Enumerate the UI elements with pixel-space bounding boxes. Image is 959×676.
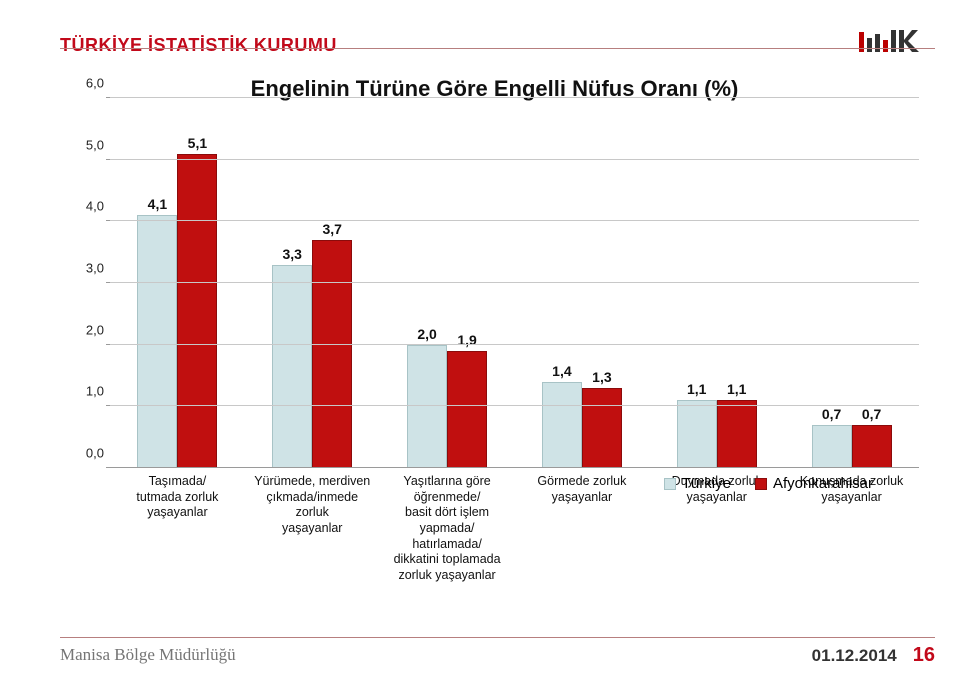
bar-wrap: 1,1 <box>717 98 757 468</box>
legend-label: Afyonkarahisar <box>773 475 873 492</box>
bar-pair: 4,1 5,1 <box>110 98 245 468</box>
gridline <box>110 282 919 283</box>
bar <box>677 400 717 468</box>
header: TÜRKİYE İSTATİSTİK KURUMU <box>60 16 935 56</box>
value-label: 3,7 <box>323 221 342 237</box>
value-label: 1,4 <box>552 363 571 379</box>
y-tick-mark <box>106 97 110 98</box>
category-label: Yürümede, merdivençıkmada/inmede zorluky… <box>245 470 380 568</box>
y-tick-mark <box>106 282 110 283</box>
bar <box>542 382 582 468</box>
bar <box>177 154 217 469</box>
bar-pair: 3,3 3,7 <box>245 98 380 468</box>
gridline <box>110 97 919 98</box>
bar-group: 1,1 1,1 <box>649 98 784 468</box>
category-label: Yaşıtlarına göreöğrenmede/basit dört işl… <box>380 470 515 568</box>
footer-office: Manisa Bölge Müdürlüğü <box>60 645 236 665</box>
bar-group: 1,4 1,3 <box>514 98 649 468</box>
bar-group: 4,1 5,1 <box>110 98 245 468</box>
y-tick-mark <box>106 220 110 221</box>
legend-item-afyon: Afyonkarahisar <box>755 475 873 492</box>
value-label: 3,3 <box>283 246 302 262</box>
bar-wrap: 1,9 <box>447 98 487 468</box>
y-tick-mark <box>106 159 110 160</box>
bar-wrap: 4,1 <box>137 98 177 468</box>
bar-pair: 0,7 0,7 <box>784 98 919 468</box>
bar-wrap: 3,3 <box>272 98 312 468</box>
bar <box>272 265 312 469</box>
category-label: Taşımada/tutmada zorlukyaşayanlar <box>110 470 245 568</box>
y-axis: 0,01,02,03,04,05,06,0 <box>70 98 108 468</box>
y-tick-mark <box>106 405 110 406</box>
bar <box>812 425 852 468</box>
legend-swatch-icon <box>664 478 676 490</box>
legend-item-turkiye: Türkiye <box>664 475 731 492</box>
bar <box>717 400 757 468</box>
y-tick-label: 2,0 <box>86 322 104 337</box>
bar-wrap: 1,3 <box>582 98 622 468</box>
y-tick-label: 4,0 <box>86 199 104 214</box>
value-label: 2,0 <box>417 326 436 342</box>
value-label: 0,7 <box>862 406 881 422</box>
org-title: TÜRKİYE İSTATİSTİK KURUMU <box>60 35 337 56</box>
bar <box>312 240 352 468</box>
bar <box>852 425 892 468</box>
value-label: 4,1 <box>148 196 167 212</box>
value-label: 1,3 <box>592 369 611 385</box>
slide: TÜRKİYE İSTATİSTİK KURUMU Engelinin Türü… <box>0 0 959 676</box>
bar <box>582 388 622 468</box>
bar-wrap: 1,4 <box>542 98 582 468</box>
y-tick-label: 5,0 <box>86 137 104 152</box>
gridline <box>110 159 919 160</box>
footer-rule <box>60 637 935 638</box>
value-label: 0,7 <box>822 406 841 422</box>
legend: Türkiye Afyonkarahisar <box>664 475 873 492</box>
footer-date: 01.12.2014 <box>812 646 897 666</box>
legend-swatch-icon <box>755 478 767 490</box>
y-tick-label: 3,0 <box>86 261 104 276</box>
bar-wrap: 1,1 <box>677 98 717 468</box>
gridline <box>110 344 919 345</box>
bar <box>137 215 177 468</box>
bar <box>447 351 487 468</box>
y-tick-label: 0,0 <box>86 446 104 461</box>
gridline <box>110 467 919 468</box>
bar-wrap: 3,7 <box>312 98 352 468</box>
gridline <box>110 220 919 221</box>
value-label: 1,9 <box>457 332 476 348</box>
value-label: 1,1 <box>687 381 706 397</box>
bar-pair: 2,0 1,9 <box>380 98 515 468</box>
y-tick-mark <box>106 467 110 468</box>
y-tick-mark <box>106 344 110 345</box>
bar-group: 3,3 3,7 <box>245 98 380 468</box>
y-tick-label: 1,0 <box>86 384 104 399</box>
bar-wrap: 0,7 <box>852 98 892 468</box>
legend-label: Türkiye <box>682 475 731 492</box>
footer: Manisa Bölge Müdürlüğü 01.12.2014 16 <box>60 642 935 668</box>
category-label: Görmede zorlukyaşayanlar <box>514 470 649 568</box>
bar-group: 2,0 1,9 <box>380 98 515 468</box>
value-label: 1,1 <box>727 381 746 397</box>
header-rule <box>60 48 935 49</box>
value-label: 5,1 <box>188 135 207 151</box>
bar-pair: 1,1 1,1 <box>649 98 784 468</box>
tuik-logo <box>855 28 935 56</box>
chart: Engelinin Türüne Göre Engelli Nüfus Oran… <box>70 88 919 568</box>
bar-group: 0,7 0,7 <box>784 98 919 468</box>
bar-wrap: 5,1 <box>177 98 217 468</box>
y-tick-label: 6,0 <box>86 76 104 91</box>
bar-wrap: 2,0 <box>407 98 447 468</box>
bar-pair: 1,4 1,3 <box>514 98 649 468</box>
footer-page-number: 16 <box>913 644 935 667</box>
bar-wrap: 0,7 <box>812 98 852 468</box>
plot-area: 4,1 5,1 3,3 3,7 2,0 1,9 1,4 1,3 1,1 1,1 0,7 0,7 <box>110 98 919 468</box>
bar-groups: 4,1 5,1 3,3 3,7 2,0 1,9 1,4 1,3 1,1 1,1 0,7 0,7 <box>110 98 919 468</box>
footer-right: 01.12.2014 16 <box>812 644 935 667</box>
gridline <box>110 405 919 406</box>
